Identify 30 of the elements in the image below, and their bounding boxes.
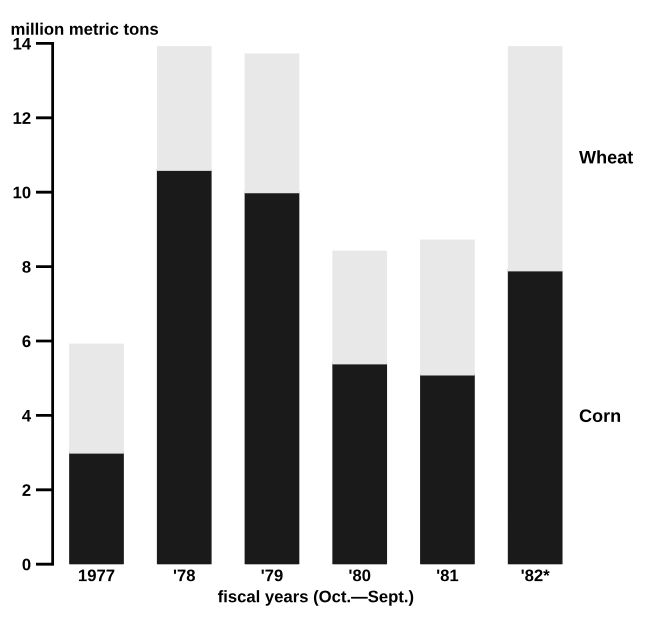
x-tick-label: '82* — [522, 570, 550, 582]
x-tick-label: '81 — [437, 570, 458, 582]
y-tick-label: 12 — [14, 112, 30, 124]
bar — [508, 46, 563, 272]
x-tick-label: '79 — [262, 570, 283, 582]
bar — [420, 373, 475, 564]
bar — [244, 54, 300, 194]
series-label: Wheat — [579, 150, 633, 164]
bar — [332, 362, 388, 564]
x-tick-label: '78 — [174, 570, 195, 582]
y-tick-label: 14 — [14, 38, 32, 50]
y-tick-label: 8 — [22, 261, 31, 273]
bar — [332, 250, 388, 364]
bar — [508, 269, 563, 564]
y-tick-label: 6 — [22, 335, 31, 348]
y-tick-label: 10 — [14, 186, 30, 198]
bar — [69, 344, 124, 454]
x-axis-title: fiscal years (Oct.—Sept.) — [218, 590, 414, 606]
x-tick-label: 1977 — [79, 570, 114, 582]
y-axis-title: million metric tons — [12, 22, 158, 35]
series-label: Corn — [580, 409, 620, 422]
y-tick-label: 0 — [22, 558, 30, 570]
x-tick-label: '80 — [349, 570, 370, 582]
y-tick-label: 4 — [22, 410, 32, 422]
y-tick-label: 2 — [22, 484, 30, 496]
bar — [156, 46, 212, 171]
bar — [69, 452, 124, 564]
bar — [156, 168, 212, 564]
bar — [420, 240, 475, 376]
bar — [244, 191, 300, 564]
